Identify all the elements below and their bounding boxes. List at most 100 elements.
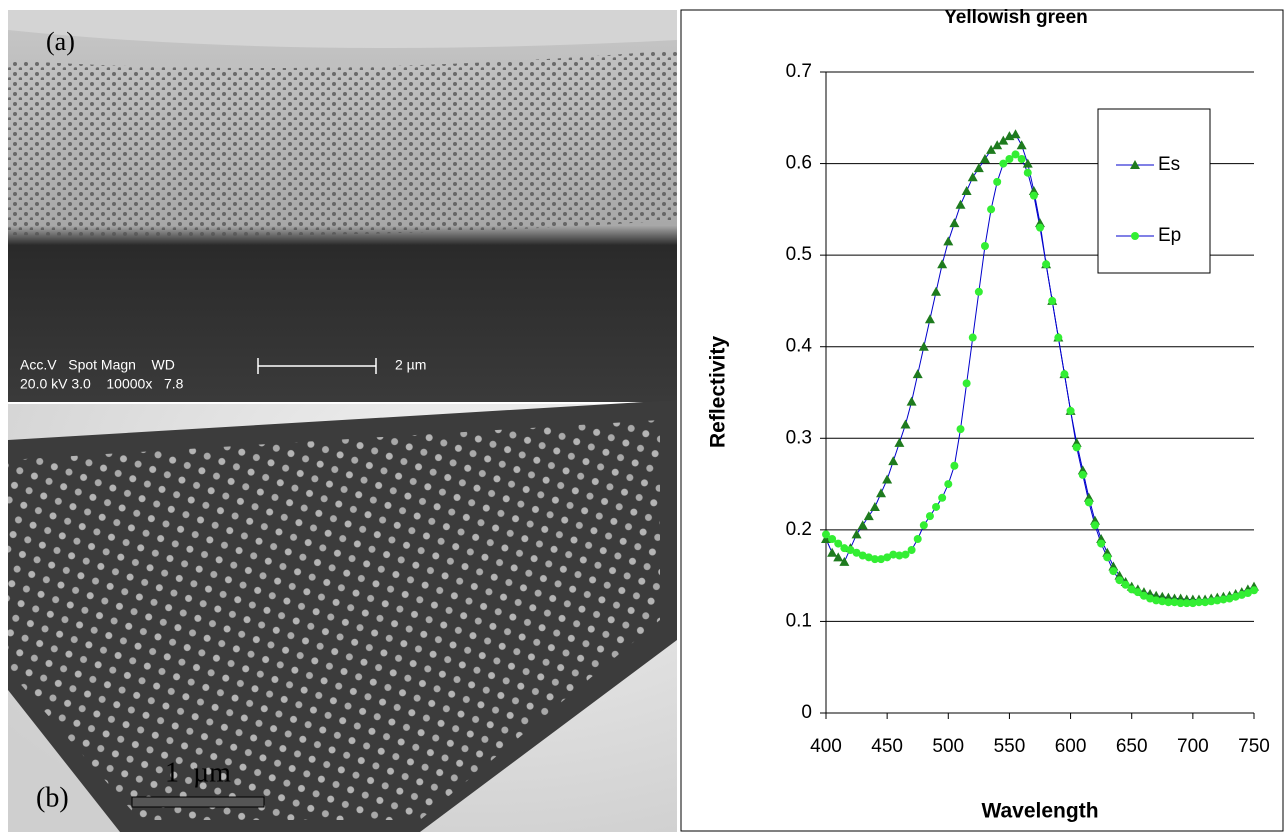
data-point — [1029, 191, 1038, 200]
x-tick-label: 700 — [1177, 736, 1209, 757]
data-point — [1091, 521, 1100, 530]
data-point — [973, 163, 984, 173]
data-point — [961, 186, 972, 196]
y-axis-label: Reflectivity — [707, 336, 730, 448]
data-point — [821, 534, 831, 544]
y-tick-label: 0.6 — [786, 153, 812, 174]
data-point — [1048, 296, 1057, 305]
data-point — [912, 369, 923, 379]
x-tick-label: 450 — [871, 736, 903, 757]
data-point — [919, 521, 928, 530]
data-point — [1243, 589, 1252, 598]
data-point — [937, 259, 948, 269]
data-point — [901, 550, 910, 559]
legend-label: Ep — [1158, 225, 1181, 246]
data-point — [1072, 443, 1081, 452]
data-point — [980, 241, 989, 250]
scale-label: 1 µm — [165, 757, 231, 788]
data-point — [869, 501, 880, 511]
data-point — [1139, 591, 1148, 600]
data-point — [1213, 596, 1222, 605]
x-tick-label: 650 — [1116, 736, 1148, 757]
data-point — [894, 437, 905, 447]
data-point — [839, 556, 850, 566]
data-point — [1121, 580, 1130, 589]
x-tick-label: 750 — [1238, 736, 1270, 757]
sem-image-a: (a) Acc.V Spot Magn WD 20.0 kV 3.0 10000… — [8, 10, 677, 402]
data-point — [1182, 599, 1191, 608]
data-point — [1054, 333, 1063, 342]
y-tick-label: 0.7 — [786, 61, 812, 82]
data-point — [1250, 586, 1258, 595]
x-tick-label: 600 — [1055, 736, 1087, 757]
data-point — [1036, 223, 1044, 232]
data-point — [852, 548, 861, 557]
data-point — [834, 539, 843, 548]
data-point — [955, 199, 966, 209]
data-point — [1060, 370, 1069, 379]
data-point — [1066, 406, 1075, 415]
y-tick-label: 0.4 — [786, 336, 813, 357]
data-point — [1133, 588, 1142, 597]
y-tick-label: 0 — [801, 702, 812, 723]
data-point — [974, 287, 983, 296]
data-point — [938, 493, 947, 502]
y-tick-label: 0.5 — [786, 244, 812, 265]
data-point — [943, 236, 954, 246]
x-tick-label: 400 — [810, 736, 842, 757]
data-point — [1010, 129, 1021, 139]
data-point — [950, 461, 959, 470]
data-point — [827, 547, 838, 557]
data-point — [900, 419, 911, 429]
panel-label: (b) — [36, 782, 69, 813]
data-point — [1084, 498, 1093, 507]
data-point — [1237, 590, 1246, 599]
data-point — [876, 488, 887, 498]
data-point — [846, 546, 855, 555]
data-point — [924, 314, 935, 324]
data-point — [918, 341, 929, 351]
chart-title: Yellowish green — [944, 7, 1088, 28]
data-point — [828, 535, 837, 544]
sem-info: Acc.V Spot Magn WD — [20, 357, 175, 373]
data-point — [888, 456, 899, 466]
data-point — [967, 172, 978, 182]
data-point — [877, 555, 886, 564]
data-point — [993, 177, 1002, 186]
data-point — [907, 546, 916, 555]
x-axis-label: Wavelength — [981, 800, 1098, 823]
data-point — [840, 544, 849, 553]
data-point — [925, 512, 934, 521]
data-point — [1207, 597, 1216, 606]
data-point — [944, 480, 953, 489]
data-point — [1176, 599, 1185, 608]
data-point — [1231, 592, 1240, 601]
legend-marker — [1130, 160, 1140, 169]
data-point — [1097, 539, 1106, 548]
data-point — [870, 555, 879, 564]
data-point — [913, 535, 922, 544]
data-point — [858, 551, 867, 560]
data-point — [962, 379, 971, 388]
data-point — [1152, 596, 1161, 605]
legend-marker — [1131, 232, 1139, 240]
data-point — [1158, 597, 1167, 606]
scale-label: 2 µm — [395, 357, 426, 373]
data-point — [895, 551, 904, 560]
data-point — [1022, 158, 1033, 168]
data-point — [968, 333, 977, 342]
data-point — [1016, 140, 1027, 150]
data-point — [864, 553, 873, 562]
data-point — [1017, 154, 1026, 163]
data-point — [1219, 595, 1228, 604]
data-point — [1146, 594, 1155, 603]
data-point — [979, 153, 990, 163]
data-point — [833, 552, 844, 562]
data-point — [986, 144, 997, 154]
data-point — [1023, 168, 1032, 177]
data-point — [949, 218, 960, 228]
y-tick-label: 0.2 — [786, 519, 812, 540]
data-point — [999, 159, 1008, 168]
